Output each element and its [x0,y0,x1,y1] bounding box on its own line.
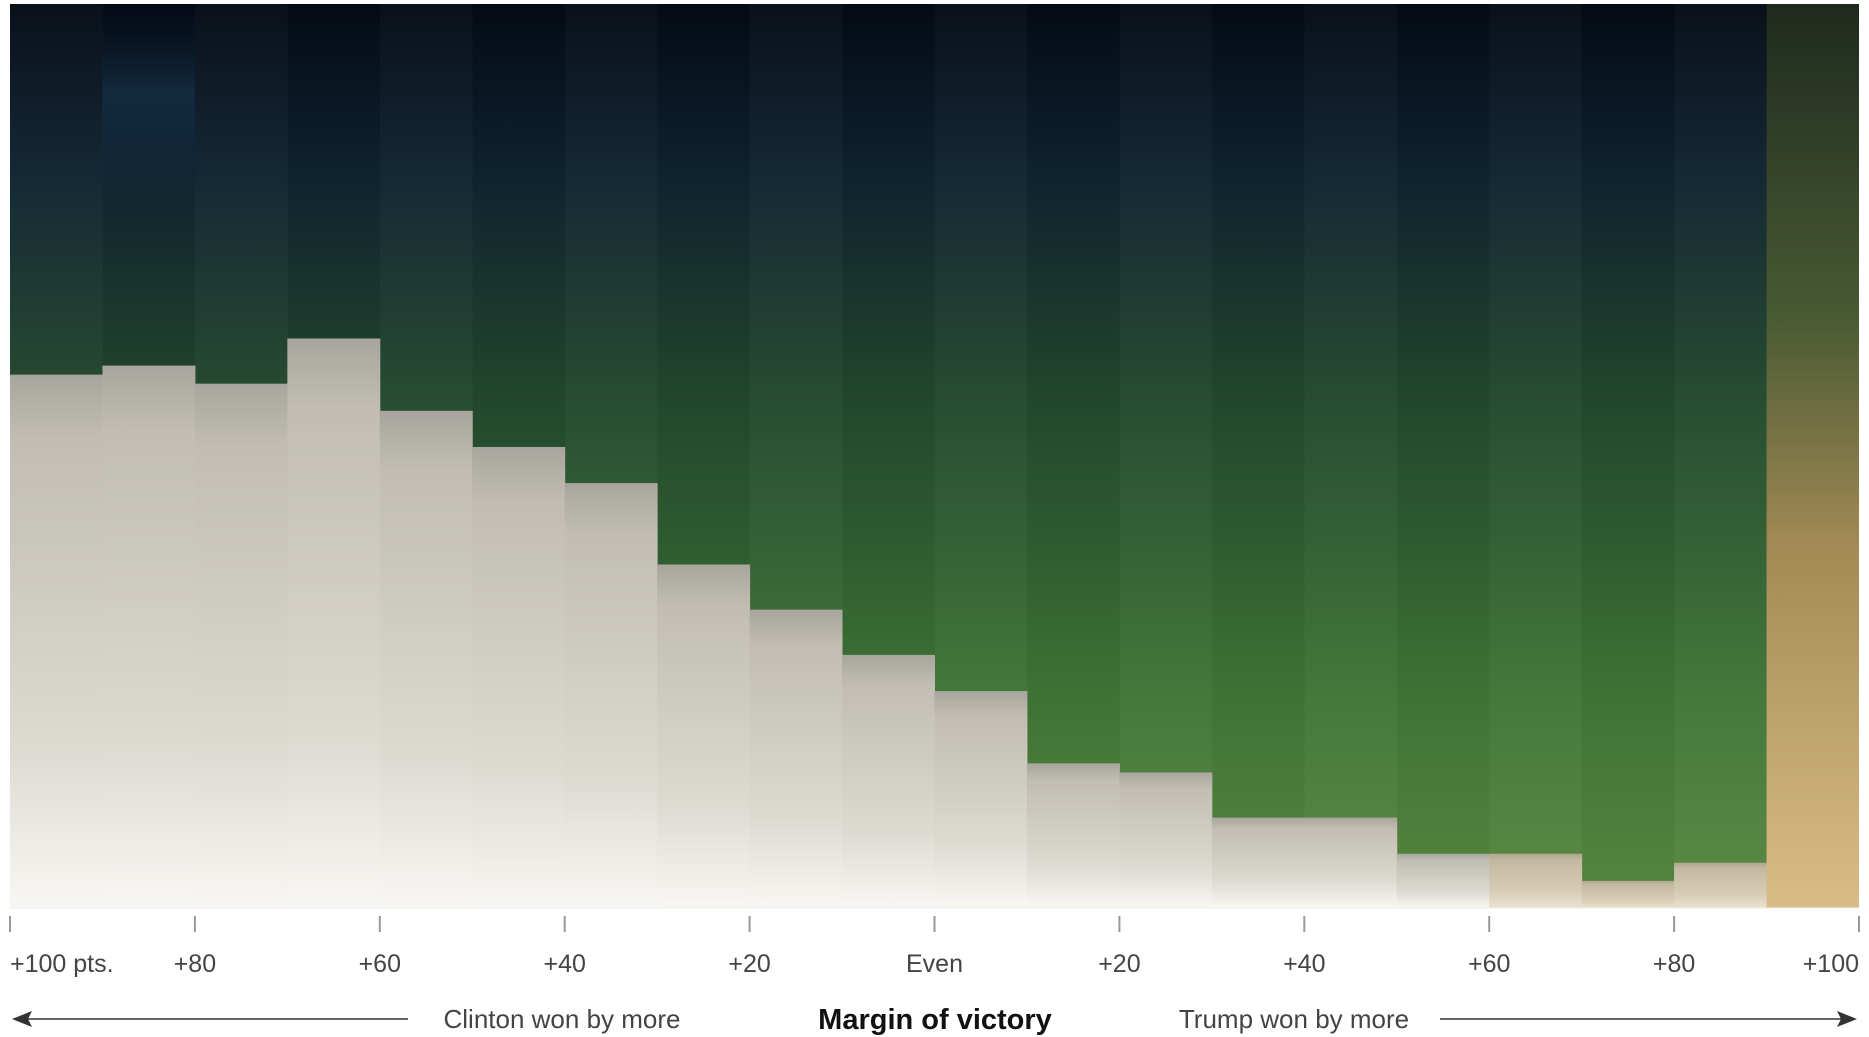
bar-column [749,609,843,908]
tick-label: +20 [728,950,770,978]
bar-warm-tint [1489,853,1583,908]
bar-column [1489,4,1583,908]
bar-column [1211,4,1305,908]
bar [1674,862,1768,908]
left-note: Clinton won by more [444,1004,681,1034]
left-arrow-icon [12,1011,32,1027]
bar-column [657,564,751,908]
bar [1211,817,1305,908]
tick-label: +60 [1468,950,1510,978]
bar-column [10,374,103,908]
bar-column [102,4,196,909]
bar-column [1026,763,1120,908]
bar [1489,853,1583,908]
tick-label: Even [906,950,963,978]
tick-label: +60 [359,950,401,978]
tick-label: +80 [1653,950,1695,978]
tick-label: +100 [1803,950,1859,978]
bar-column [934,691,1028,908]
bar [749,609,843,908]
bar-warm-tint [1674,862,1768,908]
bar [1581,880,1675,908]
bar [379,410,473,908]
bar [1026,763,1120,908]
tick-label: +40 [543,950,585,978]
plot-area [10,4,1859,909]
tick-marks [9,916,1860,932]
bar [1396,853,1490,908]
column-shade [1397,4,1490,908]
x-axis-title: Margin of victory [818,1004,1052,1036]
tick-label: +80 [174,950,216,978]
axis-footer: Clinton won by more Margin of victory Tr… [12,1004,1857,1036]
bar-column [379,410,473,908]
bar [564,483,658,908]
tick-label: +40 [1283,950,1325,978]
x-axis: +100 pts. +80 +60 +40 +20 Even +20 +40 +60 +80 +10… [9,907,1860,978]
bar [1119,772,1213,908]
tick-labels: +100 pts. +80 +60 +40 +20 Even +20 +40 +60 +80 +10… [10,950,1859,978]
column-shade [1489,4,1582,908]
bar-column [564,483,658,908]
column-shade [1674,4,1767,908]
bar-column [1674,4,1768,908]
bar-column [1581,4,1675,908]
right-arrow-icon [1837,1011,1857,1027]
bar [1304,817,1398,908]
bar-column [287,338,381,909]
column-shade [1304,4,1397,908]
bar-column [1119,772,1213,908]
bars [10,4,1859,909]
column-shade [1582,4,1675,908]
bar-column [472,446,566,908]
right-note: Trump won by more [1179,1004,1409,1034]
bar [472,446,566,908]
sand-column [1766,4,1859,908]
bar-column [1396,4,1490,908]
bar [287,338,381,909]
tick-label: +20 [1098,950,1140,978]
bar [934,691,1028,908]
bar-column [1304,4,1398,908]
bar-column [1766,4,1859,908]
bar [657,564,751,908]
bar-warm-tint [1581,880,1675,908]
bar-column [194,383,288,908]
bar [194,383,288,908]
bar [842,654,935,908]
tick-label: +100 pts. [10,950,114,978]
column-shade [1212,4,1305,908]
bar [10,374,103,908]
bar [102,365,196,909]
bar-column [842,654,935,908]
